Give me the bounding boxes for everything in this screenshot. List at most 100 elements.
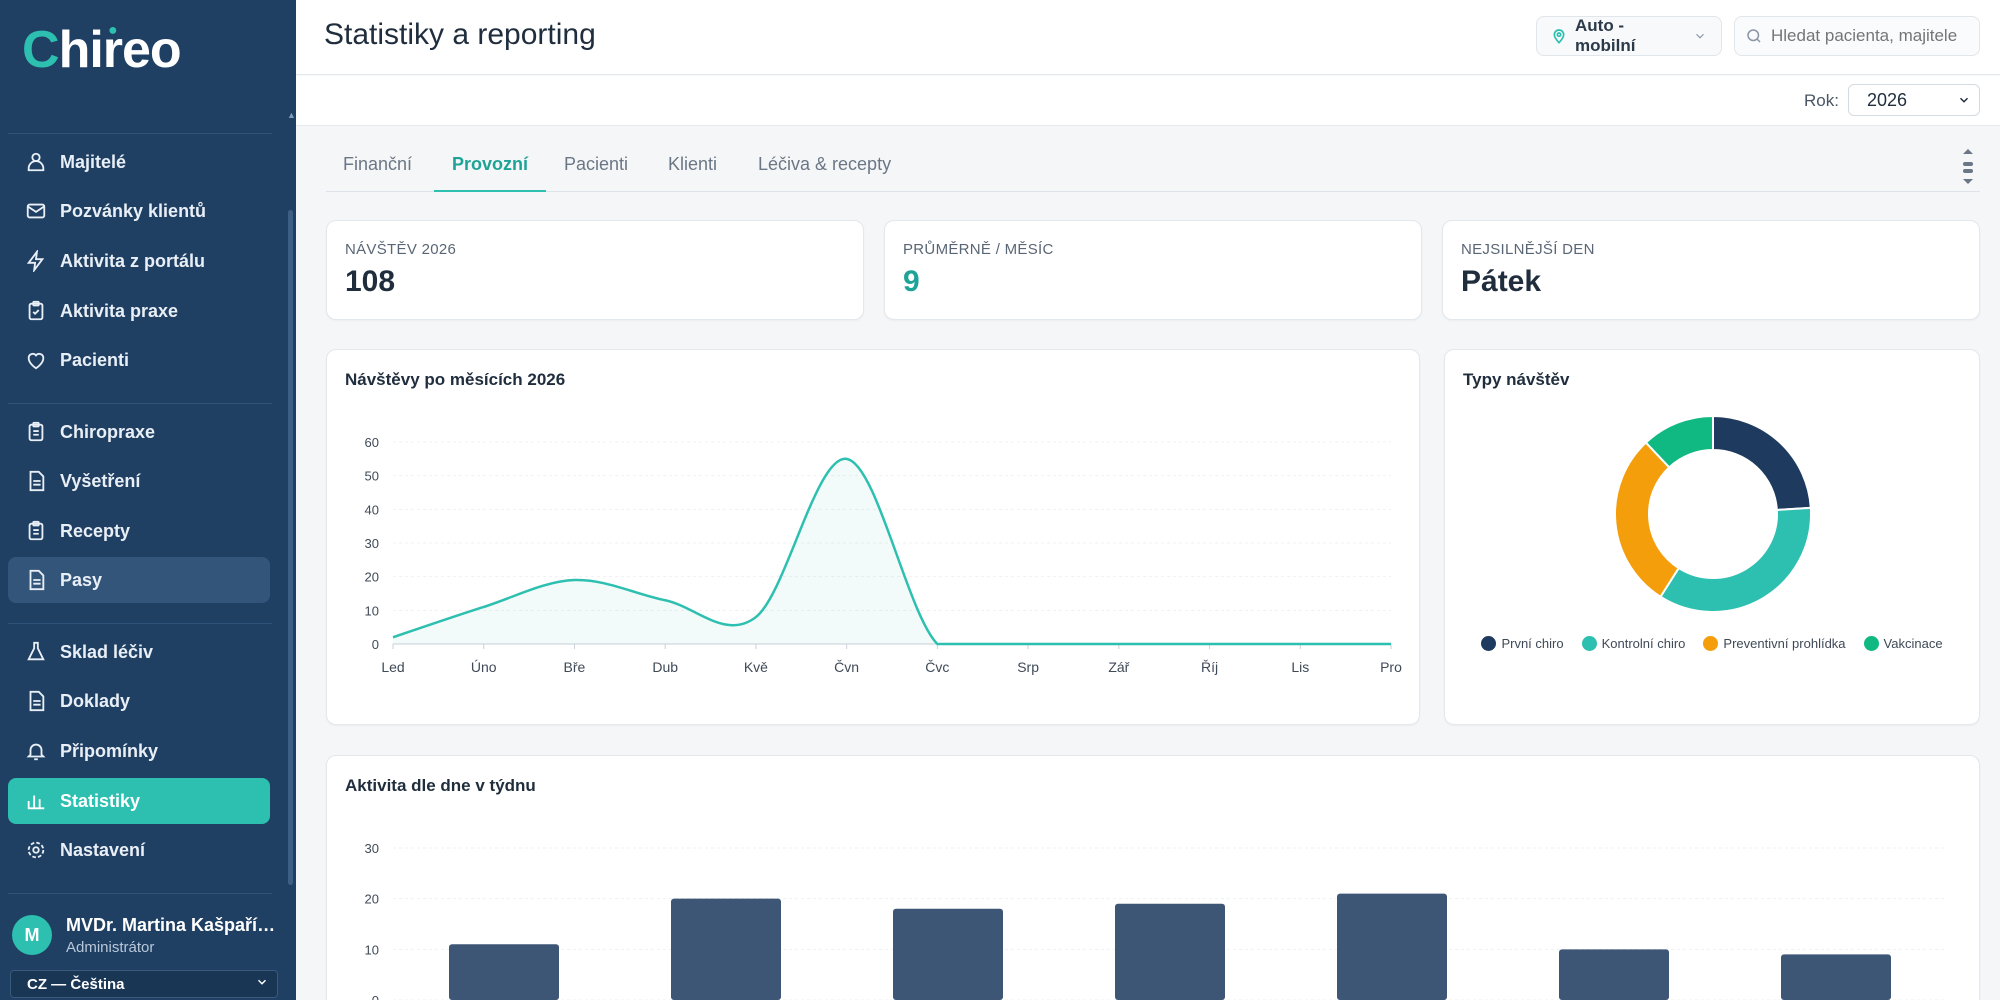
page-title: Statistiky a reporting — [324, 18, 596, 51]
bell-icon — [24, 739, 48, 763]
x-tick-label: Pro — [1380, 659, 1402, 675]
line-chart: 0 10 20 30 40 50 60 Led Úno Bře Dub Kvě Čvn Čvc Srp Zář… — [365, 435, 1403, 675]
visit-types-card: Typy návštěv První chiro Kontrolní chiro… — [1444, 349, 1980, 725]
sidebar-item-vysetreni[interactable]: Vyšetření — [8, 458, 270, 504]
user-role: Administrátor — [66, 938, 155, 956]
sidebar-item-recepty[interactable]: Recepty — [8, 508, 270, 554]
stat-card-visits: NÁVŠTĚV 2026 108 — [326, 220, 864, 320]
sidebar-divider — [8, 623, 272, 624]
stat-label: NEJSILNĚJŠÍ DEN — [1461, 241, 1595, 258]
sidebar-item-doklady[interactable]: Doklady — [8, 678, 270, 724]
chart-title: Návštěvy po měsících 2026 — [345, 370, 566, 389]
legend-item: Kontrolní chiro — [1581, 636, 1686, 651]
x-tick-label: Srp — [1017, 659, 1039, 675]
legend-swatch — [1481, 636, 1497, 651]
tab-leciva[interactable]: Léčiva & recepty — [758, 154, 892, 174]
tab-scroll-control[interactable] — [1958, 146, 1978, 188]
pie-slice — [1659, 506, 1812, 613]
y-tick-label: 60 — [365, 435, 379, 450]
sidebar-item-chiropraxe[interactable]: Chiropraxe — [8, 409, 270, 455]
legend-item: První chiro — [1481, 636, 1564, 651]
legend-item: Vakcinace — [1863, 636, 1943, 651]
chevron-down-icon — [1693, 29, 1707, 43]
x-tick-label: Lis — [1291, 659, 1309, 675]
year-label: Rok: — [1804, 91, 1839, 110]
sidebar-item-sklad[interactable]: Sklad léčiv — [8, 629, 270, 675]
search-box[interactable] — [1734, 16, 1980, 56]
stat-card-strongest-day: NEJSILNĚJŠÍ DEN Pátek — [1442, 220, 1980, 320]
filter-bar: Rok: 2026 — [296, 76, 2000, 126]
language-select[interactable]: CZ — Čeština — [10, 970, 278, 998]
sidebar-item-label: Aktivita z portálu — [60, 250, 206, 271]
header: Statistiky a reporting Auto - mobilní — [296, 0, 2000, 75]
sidebar-item-nastaveni[interactable]: Nastavení — [8, 827, 270, 873]
location-button[interactable]: Auto - mobilní — [1536, 16, 1722, 56]
y-tick-label: 10 — [365, 603, 379, 618]
tab-pacienti[interactable]: Pacienti — [564, 154, 629, 174]
stat-value: 108 — [345, 265, 396, 298]
y-tick-label: 30 — [365, 536, 379, 551]
sidebar-item-label: Pasy — [60, 569, 103, 590]
monthly-visits-card: Návštěvy po měsících 2026 0 10 20 30 40 50 60 L… — [326, 349, 1420, 725]
sidebar-item-pacienti[interactable]: Pacienti — [8, 337, 270, 383]
stat-label: PRŮMĚRNĚ / MĚSÍC — [903, 241, 1054, 258]
pie-slice — [1712, 414, 1812, 512]
stat-label: NÁVŠTĚV 2026 — [345, 241, 457, 258]
tab-financni[interactable]: Finanční — [343, 154, 413, 174]
year-value: 2026 — [1867, 89, 1908, 110]
x-tick-label: Kvě — [744, 659, 768, 675]
x-tick-label: Čvn — [834, 659, 859, 675]
legend-item: Preventivní prohlídka — [1703, 636, 1846, 651]
bar — [1115, 903, 1225, 1000]
tab-provozni[interactable]: Provozní — [434, 154, 547, 192]
legend-swatch — [1581, 636, 1597, 651]
gear-icon — [24, 838, 48, 862]
clipboard-icon — [24, 299, 48, 323]
sidebar-scrollbar[interactable] — [288, 210, 293, 885]
sidebar-item-pozvanky[interactable]: Pozvánky klientů — [8, 188, 270, 234]
clipboard-icon — [24, 519, 48, 543]
sidebar-item-label: Nastavení — [60, 839, 146, 860]
chart-title: Typy návštěv — [1463, 370, 1570, 389]
sidebar-item-pasy[interactable]: Pasy — [8, 557, 270, 603]
tab-klienti[interactable]: Klienti — [668, 154, 718, 174]
logo[interactable]: ● Chireo — [22, 21, 182, 79]
sidebar-item-label: Statistiky — [60, 790, 141, 811]
bar — [671, 898, 781, 1000]
pie-slice — [1644, 414, 1714, 469]
clipboard-icon — [24, 420, 48, 444]
stat-value: Pátek — [1461, 265, 1542, 298]
bolt-icon — [24, 249, 48, 273]
user-name: MVDr. Martina Kašpaříková — [66, 914, 278, 935]
donut-chart — [1614, 414, 1812, 613]
chart-title: Aktivita dle dne v týdnu — [345, 776, 536, 795]
heart-icon — [24, 348, 48, 372]
sidebar-divider — [8, 403, 272, 404]
sidebar-item-statistiky[interactable]: Statistiky — [8, 778, 270, 824]
bar — [449, 944, 559, 1000]
x-tick-label: Zář — [1108, 659, 1129, 675]
x-tick-label: Bře — [564, 659, 586, 675]
x-tick-label: Říj — [1201, 659, 1218, 675]
sidebar-item-aktivita-portal[interactable]: Aktivita z portálu — [8, 238, 270, 284]
sidebar-item-aktivita-praxe[interactable]: Aktivita praxe — [8, 288, 270, 334]
search-input[interactable] — [1771, 26, 1971, 46]
legend-swatch — [1703, 636, 1719, 651]
sidebar-divider — [8, 893, 272, 894]
avatar: M — [12, 915, 52, 955]
document-icon — [24, 689, 48, 713]
paw-icon: ● — [108, 22, 118, 39]
series-line — [392, 457, 1391, 646]
sidebar-item-pripominky[interactable]: Připomínky — [8, 728, 270, 774]
y-tick-label: 50 — [365, 469, 379, 484]
user-profile[interactable]: M MVDr. Martina Kašpaříková Administráto… — [12, 910, 282, 960]
bar-chart: 0 10 20 30 — [365, 841, 1947, 1000]
year-select[interactable]: 2026 — [1848, 84, 1980, 116]
legend-label: Kontrolní chiro — [1601, 636, 1686, 651]
mail-icon — [24, 199, 48, 223]
scroll-up-icon[interactable]: ▲ — [287, 110, 296, 120]
series-area — [393, 458, 1391, 644]
bar-chart-icon — [24, 789, 48, 813]
bar — [893, 908, 1003, 1000]
sidebar-item-majitele[interactable]: Majitelé — [8, 139, 270, 185]
